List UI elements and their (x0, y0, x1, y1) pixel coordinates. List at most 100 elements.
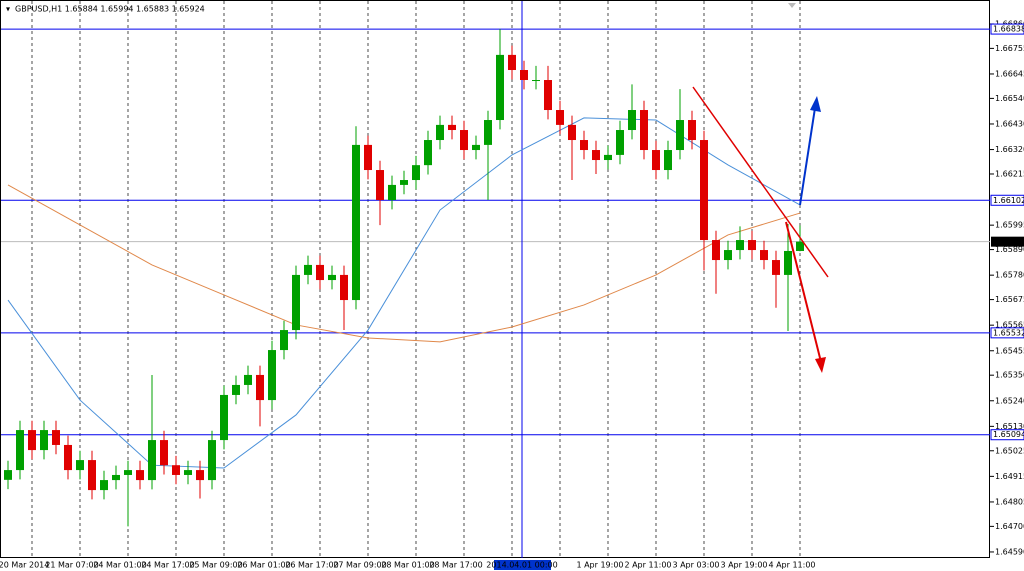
y-tick-label: 1.66430 (995, 119, 1024, 128)
candle-body (796, 241, 804, 251)
candle-body (460, 130, 468, 151)
candle-body (88, 460, 96, 491)
candle-body (208, 440, 216, 481)
level-label: 1.65094 (993, 430, 1024, 439)
candle-body (508, 54, 516, 71)
x-tick-label: 26 Mar 17:00 (285, 561, 338, 570)
current-price-box (991, 236, 1024, 247)
y-tick-label: 1.64805 (995, 497, 1024, 506)
candle-body (424, 140, 432, 166)
candle-body (412, 165, 420, 181)
axis: 1.668601.667551.666451.665401.664301.663… (0, 19, 1024, 570)
candle-body (352, 144, 360, 301)
candle-body (232, 384, 240, 395)
annotations (692, 3, 829, 373)
grid (1, 1, 990, 558)
x-tick-label: 24 Mar 17:00 (141, 561, 194, 570)
x-tick-label: 3 Apr 19:00 (720, 561, 767, 570)
y-tick-label: 1.65995 (995, 221, 1024, 230)
chart-title: ▾ (6, 5, 10, 14)
candle-body (568, 124, 576, 141)
candle-body (280, 330, 288, 351)
candle-body (700, 140, 708, 241)
x-tick-label: 28 Mar 17:00 (429, 561, 482, 570)
x-tick-label: 4 Apr 11:00 (768, 561, 815, 570)
candle-body (100, 480, 108, 491)
candle-body (4, 470, 12, 480)
y-tick-label: 1.66215 (995, 169, 1024, 178)
candle-body (136, 470, 144, 481)
candle-body (148, 440, 156, 481)
candle-body (736, 240, 744, 251)
candle-body (784, 250, 792, 275)
candle-body (544, 80, 552, 111)
candle-body (244, 374, 252, 385)
candle-body (664, 150, 672, 171)
candle-body (364, 144, 372, 171)
candle-body (712, 240, 720, 261)
candle-body (220, 394, 228, 441)
y-tick-label: 1.66645 (995, 69, 1024, 78)
candle-body (592, 150, 600, 161)
candle-body (400, 180, 408, 185)
moving-average (7, 117, 801, 469)
y-tick-label: 1.65455 (995, 346, 1024, 355)
y-tick-label: 1.64590 (995, 547, 1024, 556)
candle-body (28, 430, 36, 451)
candle-body (556, 110, 564, 125)
x-tick-label: 25 Mar 09:00 (189, 561, 242, 570)
x-tick-label: 24 Mar 01:00 (93, 561, 146, 570)
x-tick-label: 3 Apr 03:00 (672, 561, 719, 570)
candle-body (760, 250, 768, 261)
candle-body (676, 120, 684, 151)
candle-body (472, 144, 480, 151)
candle-body (436, 124, 444, 141)
level-label: 1.66838 (993, 25, 1024, 34)
moving-average (7, 184, 801, 343)
level-label-box (990, 429, 1024, 441)
level-label: 1.66102 (993, 196, 1024, 205)
candle-body (448, 124, 456, 131)
arrow-up (799, 107, 816, 206)
y-tick-label: 1.65675 (995, 295, 1024, 304)
candle-body (328, 274, 336, 281)
candle-body (376, 170, 384, 201)
level-label-box (990, 23, 1024, 35)
candle-body (292, 274, 300, 331)
candle-body (604, 154, 612, 161)
level-label-box (990, 194, 1024, 206)
candle-body (64, 444, 72, 471)
candle-body (580, 140, 588, 151)
arrow-head (815, 357, 826, 373)
y-tick-label: 1.66755 (995, 44, 1024, 53)
x-tick-label: 27 Mar 09:00 (333, 561, 386, 570)
candle-body (40, 430, 48, 451)
candle-body (172, 465, 180, 475)
candle-body (772, 260, 780, 275)
candle-body (748, 240, 756, 251)
y-tick-label: 1.65240 (995, 396, 1024, 405)
candle-body (688, 120, 696, 141)
crosshair-box (494, 560, 551, 570)
y-tick-label: 1.64915 (995, 472, 1024, 481)
level-label: 1.65532 (993, 328, 1024, 337)
candle-body (304, 264, 312, 275)
y-tick-label: 1.64700 (995, 522, 1024, 531)
x-tick-label: 26 Mar 01:00 (237, 561, 290, 570)
y-tick-label: 1.65025 (995, 446, 1024, 455)
candle-body (652, 150, 660, 171)
y-tick-label: 1.66540 (995, 94, 1024, 103)
arrow-down (785, 221, 822, 363)
candle-body (640, 110, 648, 151)
x-tick-label: 1 Apr 19:00 (576, 561, 623, 570)
candle-body (256, 374, 264, 401)
candle-body (388, 184, 396, 201)
x-tick-label: 21 Mar 07:00 (45, 561, 98, 570)
candle-body (340, 274, 348, 301)
candle-body (76, 460, 84, 471)
current-price-label: 1.65924 (993, 237, 1024, 246)
plot (4, 29, 804, 527)
chart-title: GBPUSD,H1 1.65884 1.65994 1.65883 1.6592… (15, 5, 205, 14)
candle-body (268, 350, 276, 401)
